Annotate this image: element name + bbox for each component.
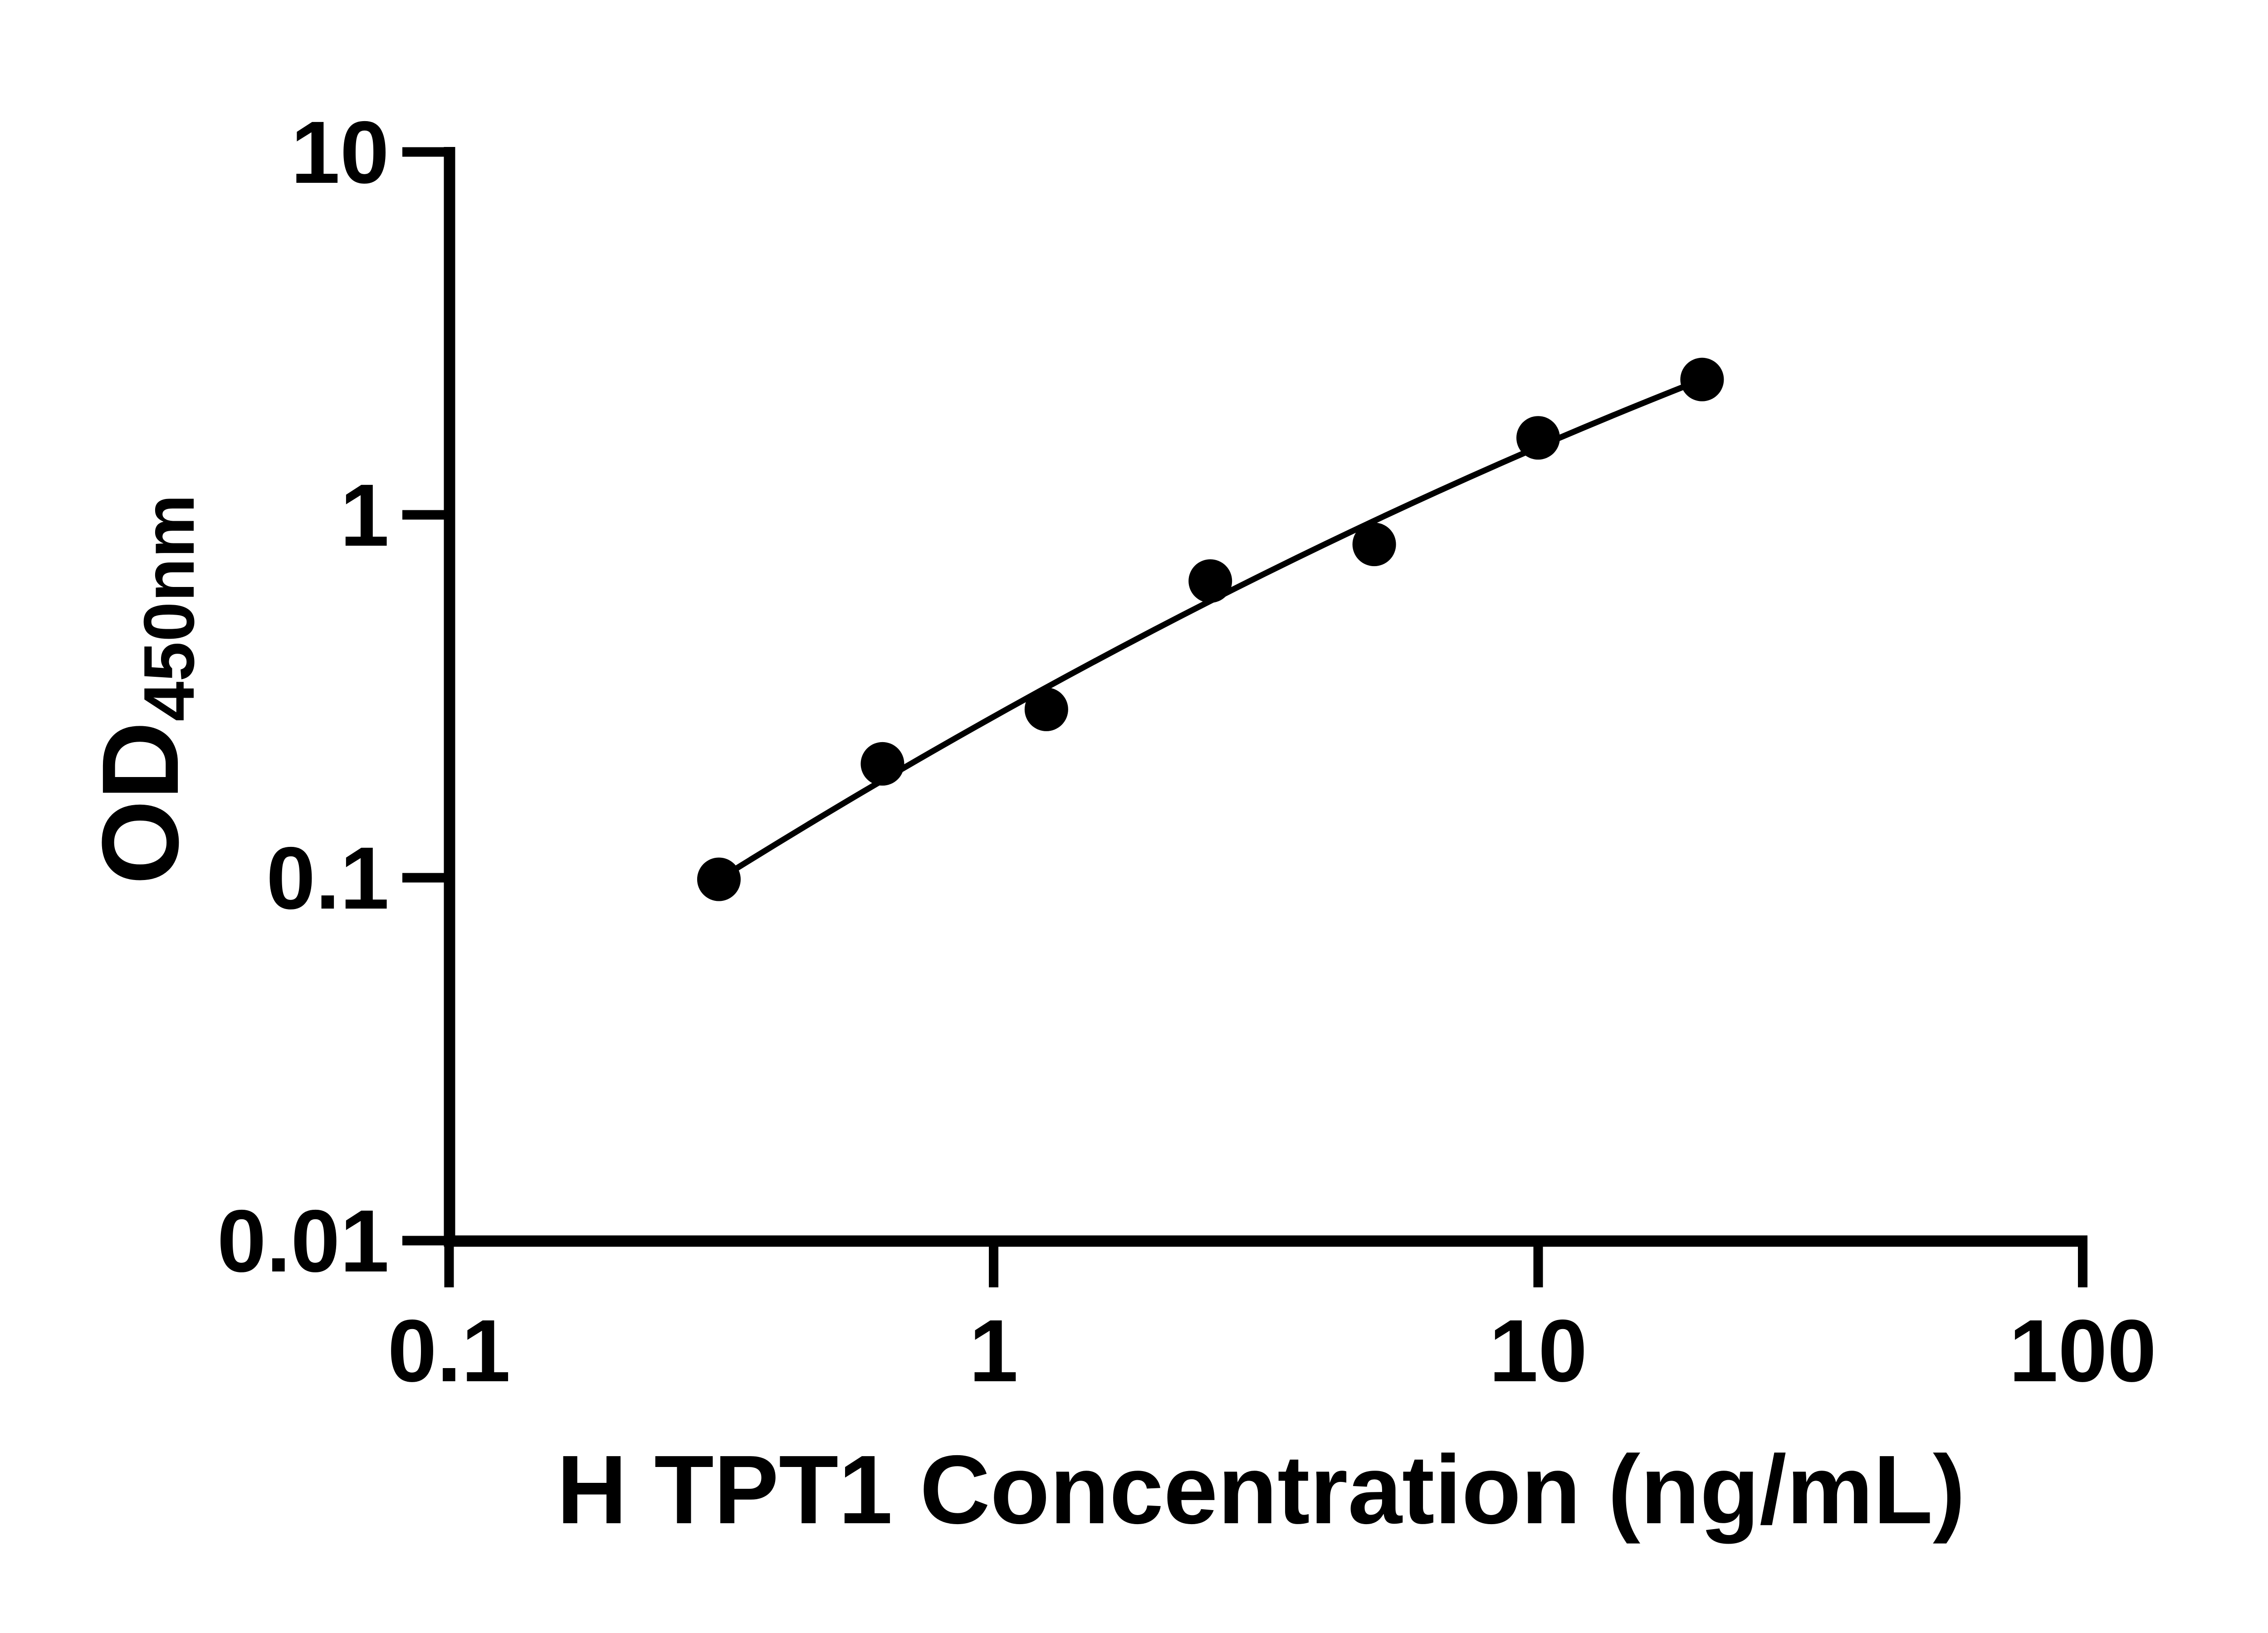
axes-layer: 10 1 0.1 0.01 0.1 1 10 100 [217,103,2156,1400]
y-axis-title: OD450nm [79,494,209,885]
data-layer [697,357,1724,901]
x-tick-label-0.1: 0.1 [387,1301,510,1400]
y-tick-label-0.01: 0.01 [217,1192,389,1291]
x-tick-label-100: 100 [2009,1301,2156,1400]
data-point-4 [1188,559,1232,603]
data-point-7 [1680,357,1724,401]
data-point-1 [697,857,741,901]
y-axis-title-sub: 450nm [129,494,209,722]
x-tick-label-1: 1 [969,1301,1018,1400]
y-tick-label-1: 1 [340,466,389,565]
fit-curve [717,376,1703,882]
data-point-5 [1352,523,1396,567]
data-point-6 [1516,416,1560,460]
x-tick-label-10: 10 [1489,1301,1588,1400]
y-tick-label-0.1: 0.1 [266,829,389,928]
data-point-3 [1024,687,1068,731]
y-axis-title-main: OD [79,721,201,885]
x-axis-title: H TPT1 Concentration (ng/mL) [557,1435,1965,1544]
data-point-2 [860,742,904,786]
y-tick-label-10: 10 [291,103,389,202]
